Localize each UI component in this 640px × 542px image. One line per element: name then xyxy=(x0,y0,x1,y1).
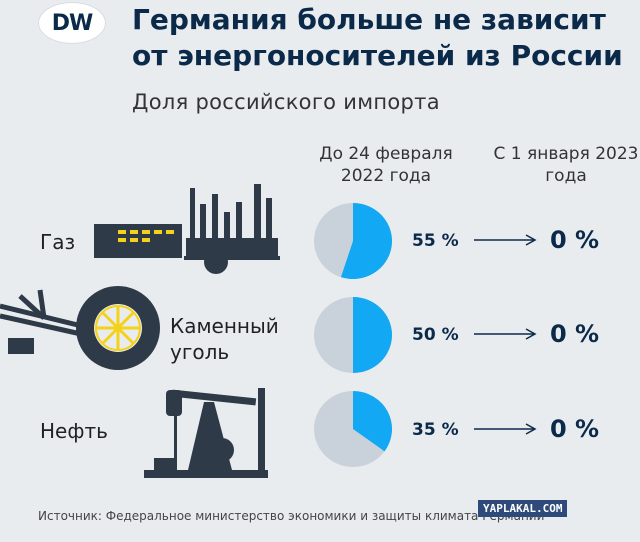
gas-before-label: 55 % xyxy=(412,231,459,251)
arrow-gas xyxy=(474,234,537,246)
pie-gas xyxy=(314,203,392,279)
gas-after-label: 0 % xyxy=(550,226,600,254)
column-header-before: До 24 февраля 2022 года xyxy=(319,144,453,186)
pie-coal xyxy=(314,297,392,373)
row-label-coal: Каменный уголь xyxy=(170,314,279,364)
row-label-oil: Нефть xyxy=(40,419,108,443)
pie-gas-share xyxy=(340,203,392,279)
dw-logo: DW xyxy=(38,2,106,44)
pie-coal-share xyxy=(353,297,392,373)
oil-pump-jack-icon xyxy=(144,388,268,478)
coal-after-label: 0 % xyxy=(550,320,600,348)
arrow-coal xyxy=(474,328,537,340)
column-header-after: С 1 января 2023 года xyxy=(493,144,639,186)
oil-before-label: 35 % xyxy=(412,420,459,440)
source-note: Источник: Федеральное министерство эконо… xyxy=(38,509,545,523)
row-label-gas: Газ xyxy=(40,230,76,254)
dw-logo-text: DW xyxy=(51,10,94,36)
chart-subtitle: Доля российского импорта xyxy=(132,90,440,114)
coal-before-label: 50 % xyxy=(412,325,459,345)
pie-oil-share xyxy=(353,391,392,452)
watermark: YAPLAKAL.COM xyxy=(478,500,568,517)
bucket-wheel-excavator-icon xyxy=(0,286,160,370)
gas-plant-icon xyxy=(94,184,280,274)
pie-oil xyxy=(314,391,392,467)
page-title: Германия больше не зависит от энергоноси… xyxy=(132,3,623,72)
oil-after-label: 0 % xyxy=(550,415,600,443)
arrow-oil xyxy=(474,423,537,435)
